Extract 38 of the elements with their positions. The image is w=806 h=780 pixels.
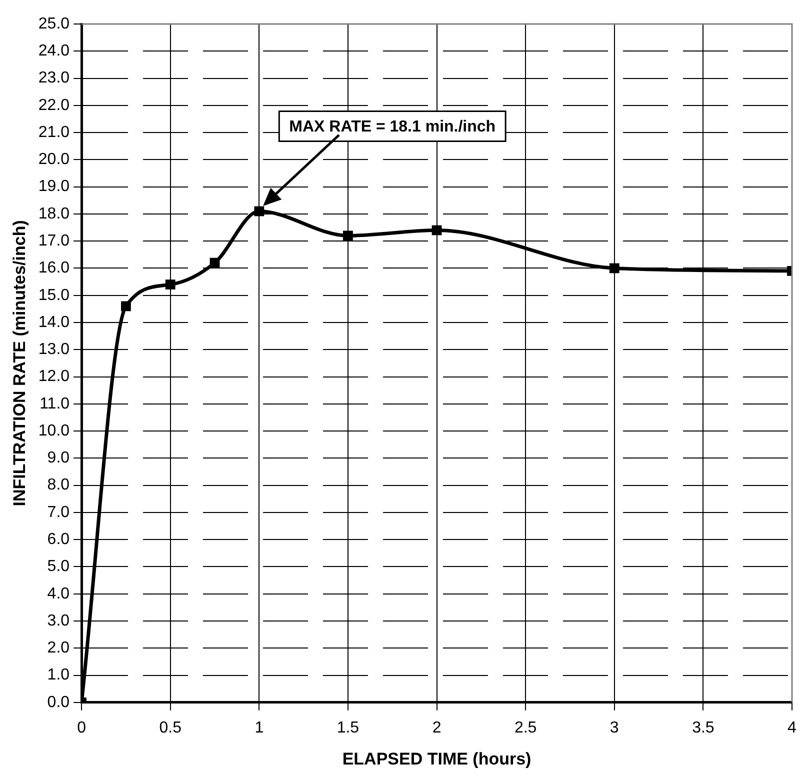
y-tick-label: 9.0 [47, 450, 70, 467]
y-tick-label: 3.0 [47, 612, 70, 630]
x-tick-label: 2.5 [514, 719, 537, 736]
x-tick-label: 0 [77, 719, 86, 736]
x-axis-title: ELAPSED TIME (hours) [342, 749, 532, 768]
y-tick-label: 15.0 [38, 286, 70, 304]
x-tick-label: 2 [432, 719, 442, 736]
y-tick-label: 23.0 [38, 70, 70, 87]
y-tick-label: 2.0 [47, 640, 70, 657]
y-tick-label: 17.0 [38, 232, 70, 250]
y-tick-label: 14.0 [38, 314, 70, 331]
y-tick-label: 5.0 [47, 558, 70, 576]
x-tick-label: 0.5 [159, 719, 182, 736]
y-tick-label: 12.0 [38, 368, 70, 386]
y-axis-title: INFILTRATION RATE (minutes/inch) [10, 220, 29, 506]
y-tick-label: 18.0 [38, 205, 70, 222]
x-tick-label: 3.5 [692, 719, 714, 736]
y-tick-label: 1.0 [47, 666, 70, 684]
y-tick-label: 16.0 [38, 260, 70, 277]
x-tick-label: 3 [610, 719, 619, 736]
y-tick-label: 7.0 [47, 504, 70, 521]
annotation: MAX RATE = 18.1 min./inch [289, 118, 496, 136]
y-tick-label: 10.0 [38, 422, 70, 440]
y-tick-label: 8.0 [47, 476, 70, 494]
y-tick-label: 20.0 [38, 151, 70, 168]
y-tick-label: 4.0 [47, 585, 70, 602]
y-tick-label: 22.0 [38, 96, 70, 114]
x-tick-label: 1 [254, 719, 264, 736]
y-tick-label: 24.0 [38, 42, 70, 60]
x-tick-label: 4 [788, 719, 797, 736]
y-tick-label: 25.0 [38, 15, 70, 32]
y-tick-label: 19.0 [38, 178, 70, 196]
y-tick-label: 13.0 [38, 341, 70, 358]
y-tick-label: 11.0 [40, 395, 70, 412]
y-tick-label: 0.0 [47, 694, 70, 711]
y-tick-label: 21.0 [38, 124, 70, 141]
y-tick-label: 6.0 [47, 530, 70, 548]
x-tick-label: 1.5 [336, 719, 360, 736]
